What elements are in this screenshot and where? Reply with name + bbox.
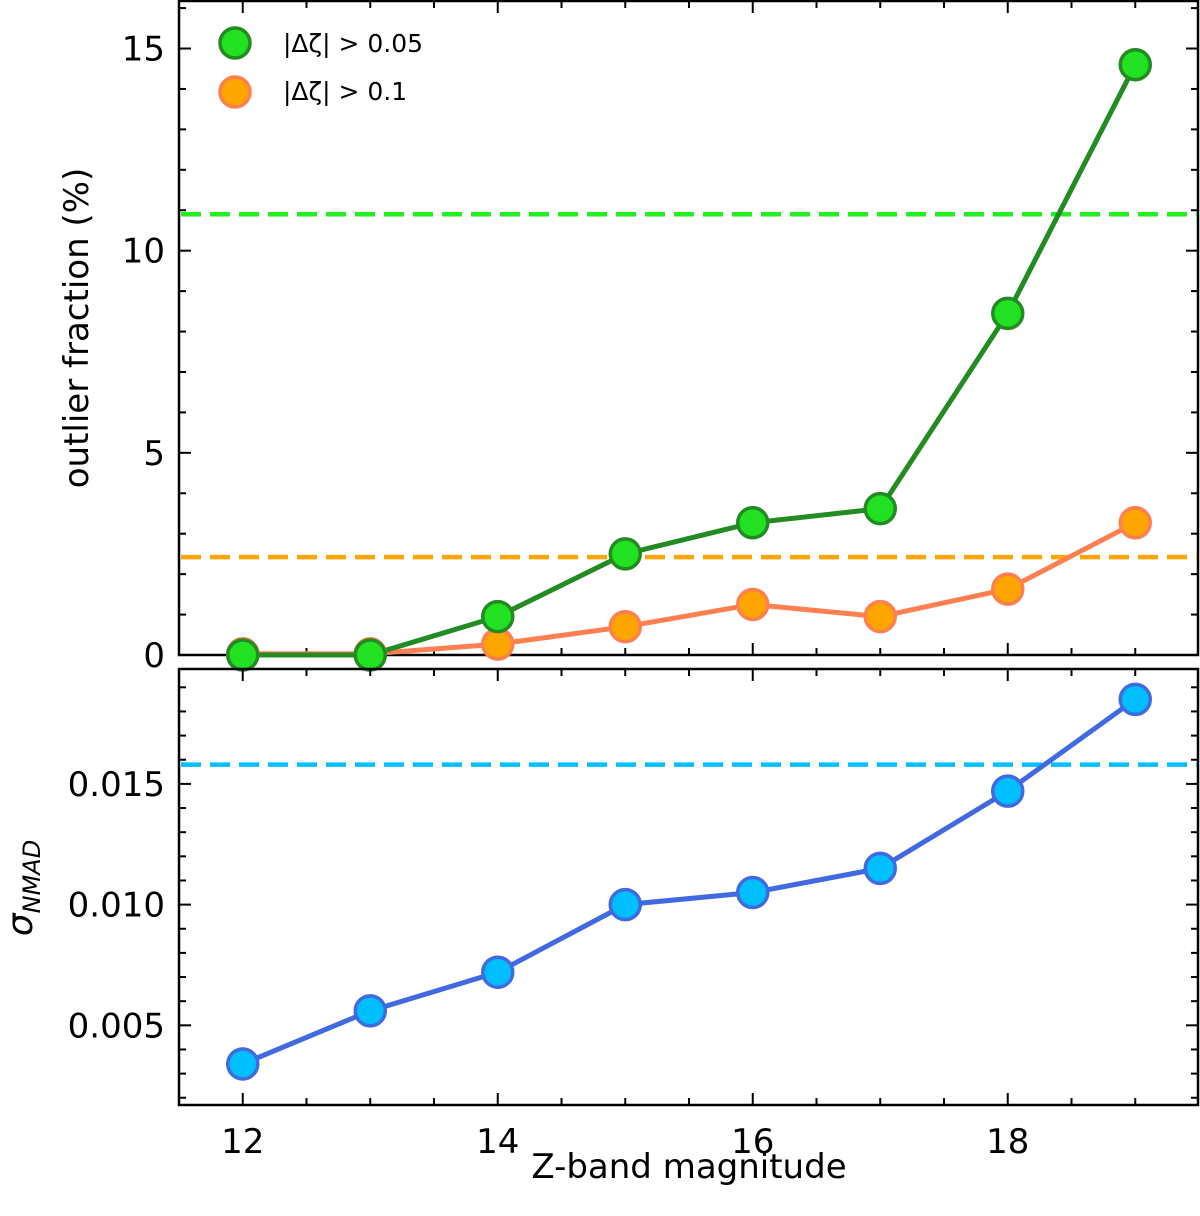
top-data-point-0	[736, 506, 770, 540]
legend-label-outlier-005: |Δζ| > 0.05	[283, 29, 423, 58]
top-data-point-0	[608, 537, 642, 571]
bottom-series-line-0	[241, 697, 1137, 1067]
bottom-y-axis-title-sub: NMAD	[18, 840, 46, 914]
top-y-tick-label: 0	[143, 636, 165, 676]
bottom-y-axis-title-main: σ	[0, 912, 41, 936]
legend-label-outlier-01: |Δζ| > 0.1	[283, 77, 407, 106]
top-y-tick-label: 15	[122, 30, 165, 70]
bottom-data-point-0	[863, 851, 897, 886]
bottom-data-point-0	[353, 994, 387, 1028]
bottom-data-point-0	[736, 875, 770, 910]
x-tick-label: 16	[731, 1122, 774, 1162]
top-data-point-1	[1118, 506, 1152, 540]
top-y-tick-label: 10	[122, 232, 165, 272]
top-series-line-1	[242, 520, 1137, 657]
top-data-point-1	[481, 627, 515, 661]
top-data-point-1	[863, 599, 897, 634]
bottom-data-point-0	[226, 1047, 260, 1081]
top-data-point-0	[863, 491, 897, 526]
x-tick-label: 14	[476, 1122, 519, 1162]
top-y-tick-label: 5	[143, 434, 165, 474]
bottom-axes-frame	[177, 667, 1200, 1107]
bottom-y-tick-label: 0.015	[68, 765, 165, 805]
x-tick-label: 18	[986, 1122, 1029, 1162]
top-data-point-1	[608, 609, 642, 644]
x-tick-label: 12	[221, 1122, 264, 1162]
bottom-data-point-0	[1118, 682, 1152, 717]
bottom-y-tick-label: 0.005	[68, 1006, 165, 1046]
legend: |Δζ| > 0.05 |Δζ| > 0.1	[218, 26, 423, 109]
legend-marker-outlier-005	[218, 26, 252, 60]
top-data-point-0	[353, 638, 387, 672]
top-y-axis-title: outlier fraction (%)	[57, 168, 97, 489]
top-series-line-0	[242, 63, 1138, 658]
top-data-point-0	[226, 638, 260, 672]
top-data-point-1	[736, 587, 770, 622]
bottom-data-point-0	[608, 887, 642, 922]
bottom-data-point-0	[991, 774, 1025, 808]
top-data-point-1	[991, 572, 1025, 606]
top-data-point-0	[991, 296, 1025, 331]
top-panel: 0 5 10 15	[122, 0, 1200, 676]
top-data-point-0	[1118, 47, 1152, 82]
bottom-data-point-0	[481, 955, 515, 989]
bottom-panel: 12 14 16 18 0.005 0.010 0.015	[68, 667, 1200, 1162]
legend-marker-outlier-01	[218, 75, 252, 109]
top-data-point-0	[481, 599, 515, 634]
bottom-y-axis-title: σNMAD	[0, 840, 46, 936]
bottom-y-tick-label: 0.010	[68, 886, 165, 926]
x-axis-title: Z-band magnitude	[531, 1147, 846, 1187]
